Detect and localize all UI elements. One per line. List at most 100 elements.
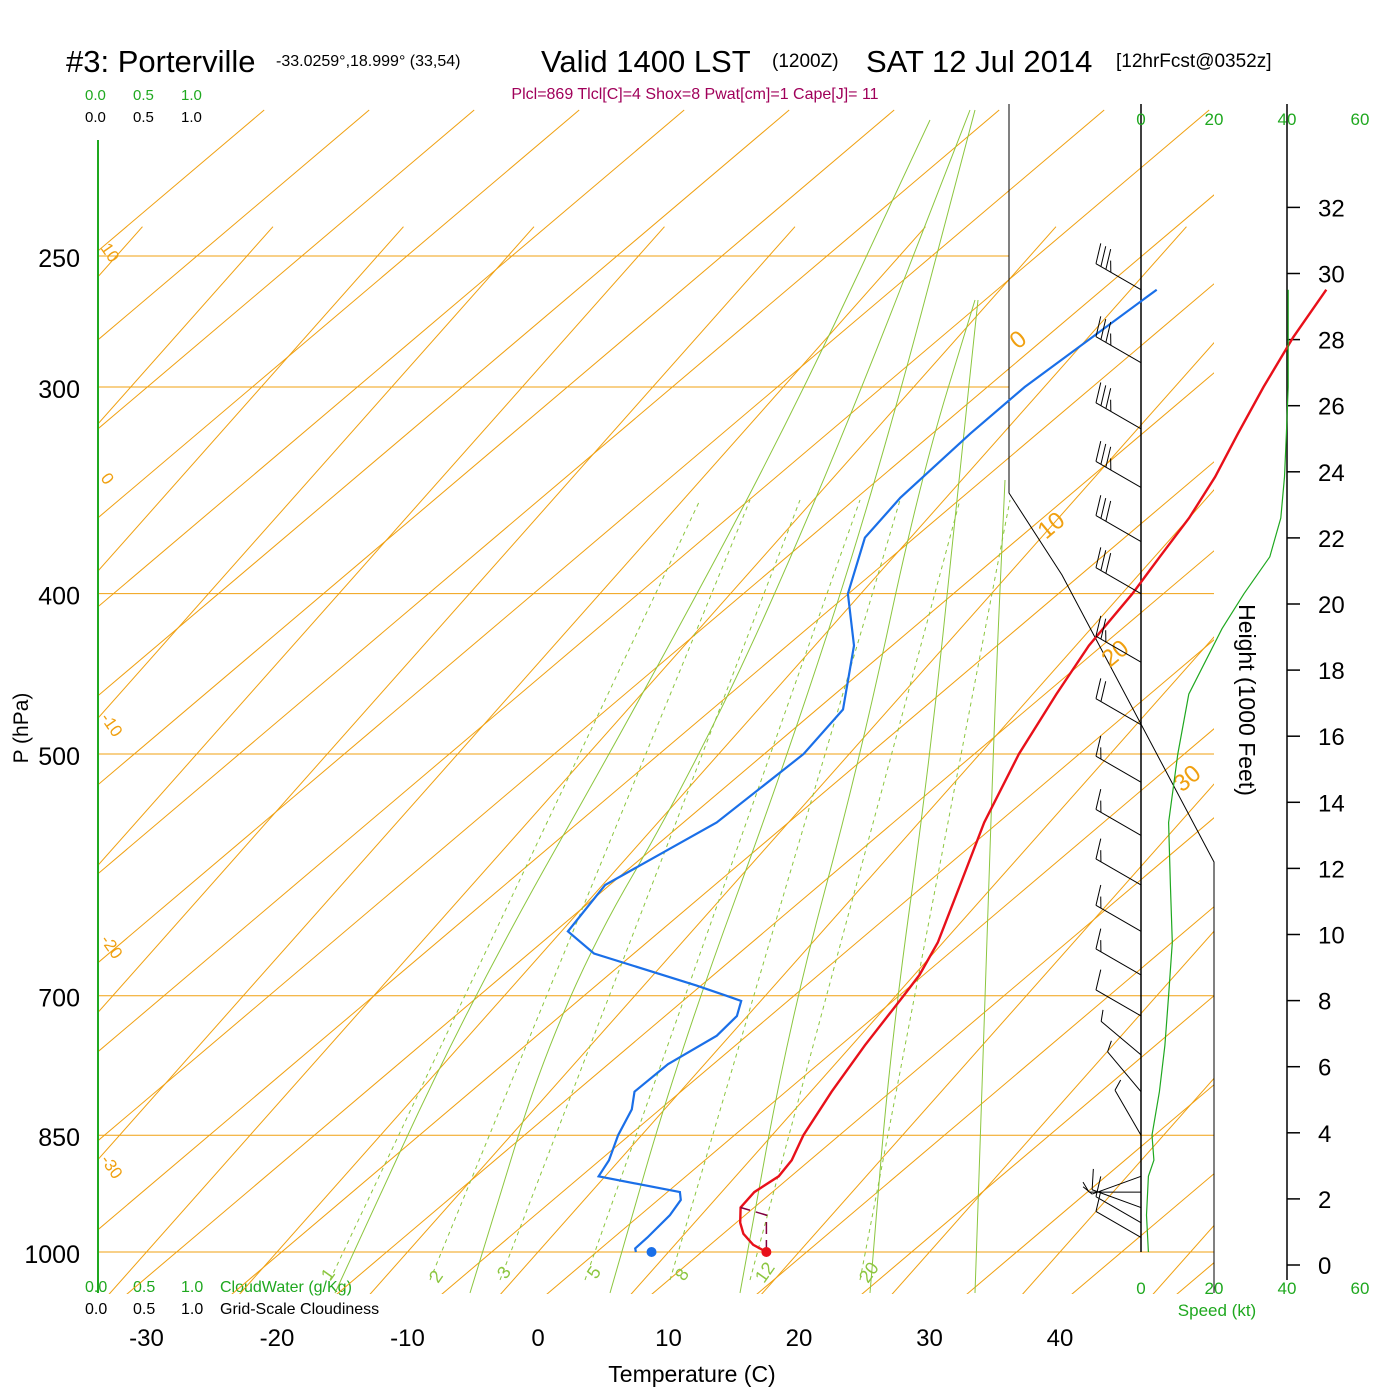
pressure-tick-label: 250 [38,245,80,273]
wind-barb-flag [1105,552,1112,574]
speed-tick-label-top: 20 [1205,110,1224,129]
wind-barb-shaft [1095,635,1142,663]
forecast-label: [12hrFcst@0352z] [1116,51,1272,72]
temperature-tick-label: 20 [786,1325,813,1352]
dry-adiabat-line [98,109,370,341]
wind-barb-flag [1100,497,1107,519]
wind-barb-shaft [1095,698,1142,726]
temperature-line [738,289,1328,1254]
dry-adiabat-line [98,109,580,519]
cloudiness-label: Grid-Scale Cloudiness [220,1301,379,1318]
height-tick-label: 30 [1318,262,1345,289]
dry-adiabat-line [966,1084,1214,1294]
isotherm-line [369,342,1214,1294]
wind-barb-flag [1100,246,1107,267]
temperature-tick-label: 10 [655,1325,682,1352]
dry-adiabat-line [336,550,1214,1294]
wind-barb [1095,495,1142,542]
dry-adiabat-line [98,109,1000,875]
wind-barb-flag [1095,678,1102,699]
dry-adiabat-line [98,283,1214,1231]
wind-barb-flag [1105,446,1112,468]
dry-adiabat-line [1071,1173,1214,1294]
moist-adiabat-line [609,109,976,1294]
wind-barb-flag [1095,788,1102,810]
height-tick-label: 20 [1318,592,1345,619]
wind-barb-shaft [1095,567,1142,595]
isotherm-line [239,226,1187,1294]
height-tick-label: 32 [1318,195,1345,222]
wind-barb-flag [1107,1040,1112,1053]
wind-barb [1095,1191,1142,1238]
pressure-tick-label: 300 [38,376,80,404]
wind-barb-shaft [1095,263,1142,291]
isotherm-label: 0 [97,469,118,488]
mixing-ratio-line [749,499,961,1281]
isotherm-line [98,226,404,572]
wind-barb-flag [1095,884,1102,906]
dry-adiabat-line [1275,110,1400,1300]
dry-adiabat-line [231,461,1214,1294]
cloud-scale-bottom: 0.0 0.5 1.0 CloudWater (g/Kg) 0.0 0.5 1.… [85,1279,379,1318]
speed-tick-label-bottom: 40 [1278,1279,1297,1298]
wind-barb-flag [1095,969,1102,991]
cloud-top-green-0: 0.0 [85,87,106,104]
mixing-ratio-label: 8 [671,1265,693,1285]
isotherm-line [98,226,665,867]
wind-barb [1082,1175,1142,1195]
height-axis-title: Height (1000 Feet) [1234,604,1260,796]
isotherm-line [98,226,535,719]
speed-axis-title: Speed (kt) [1178,1301,1256,1320]
pressure-tick-label: 700 [38,985,80,1013]
wind-barb-shaft [1095,1211,1142,1238]
mixing-ratio-line [584,499,861,1281]
chart-right-boundary [1008,104,1215,1293]
dry-adiabat-line [1380,110,1400,1300]
x-axis-title: Temperature (C) [608,1361,775,1387]
cloud-bot-green-1: 0.5 [133,1279,155,1296]
isotherm-line [1022,1077,1214,1294]
pressure-tick-label: 400 [38,583,80,611]
wind-barb-shaft [1095,460,1142,488]
dry-adiabat-line [861,995,1214,1294]
dry-adiabat-line [98,109,895,786]
wind-barb-flag [1105,321,1112,343]
isotherm-label: -20 [97,931,127,962]
valid-date: SAT 12 Jul 2014 [866,44,1092,79]
isotherm-line [98,226,796,1014]
wind-barb-flag [1095,928,1102,950]
wind-barb-flag [1100,681,1107,702]
temperature-tick-label: -20 [260,1325,295,1352]
wind-barb [1095,316,1142,364]
wind-barb-flag [1100,618,1107,640]
height-tick-label: 12 [1318,856,1345,883]
isotherm-line [500,489,1214,1294]
mixing-ratio-label: 20 [855,1258,883,1286]
temperature-tick-label: -30 [129,1325,164,1352]
mixing-ratio-line [329,499,701,1281]
wind-barb-flag [1095,316,1102,337]
wind-barb [1100,1009,1142,1056]
dry-adiabat-line [651,817,1214,1294]
wind-barb-flag [1114,1079,1122,1091]
wind-barb-shaft [1095,989,1142,1017]
cloud-bot-black-2: 1.0 [181,1301,203,1318]
dry-adiabat-line [546,728,1214,1294]
dry-adiabat-line [98,109,1105,964]
height-tick-label: 16 [1318,724,1345,751]
wind-barb-flag [1095,615,1102,637]
parcel-line [740,1206,768,1252]
speed-tick-label-bottom: 0 [1136,1279,1145,1298]
sounding-params: Plcl=869 Tlcl[C]=4 Shox=8 Pwat[cm]=1 Cap… [511,86,878,103]
isotherm-line [761,783,1214,1294]
mixing-ratio-line [669,499,901,1281]
wind-barb-shaft [1095,515,1142,542]
isotherm-label: 10 [97,239,123,265]
wind-barb-flag [1095,547,1102,568]
dry-adiabat-line [756,906,1214,1294]
pressure-tick-label: 850 [38,1124,80,1152]
height-tick-label: 4 [1318,1121,1331,1148]
mixing-ratio-line [859,499,1011,1281]
